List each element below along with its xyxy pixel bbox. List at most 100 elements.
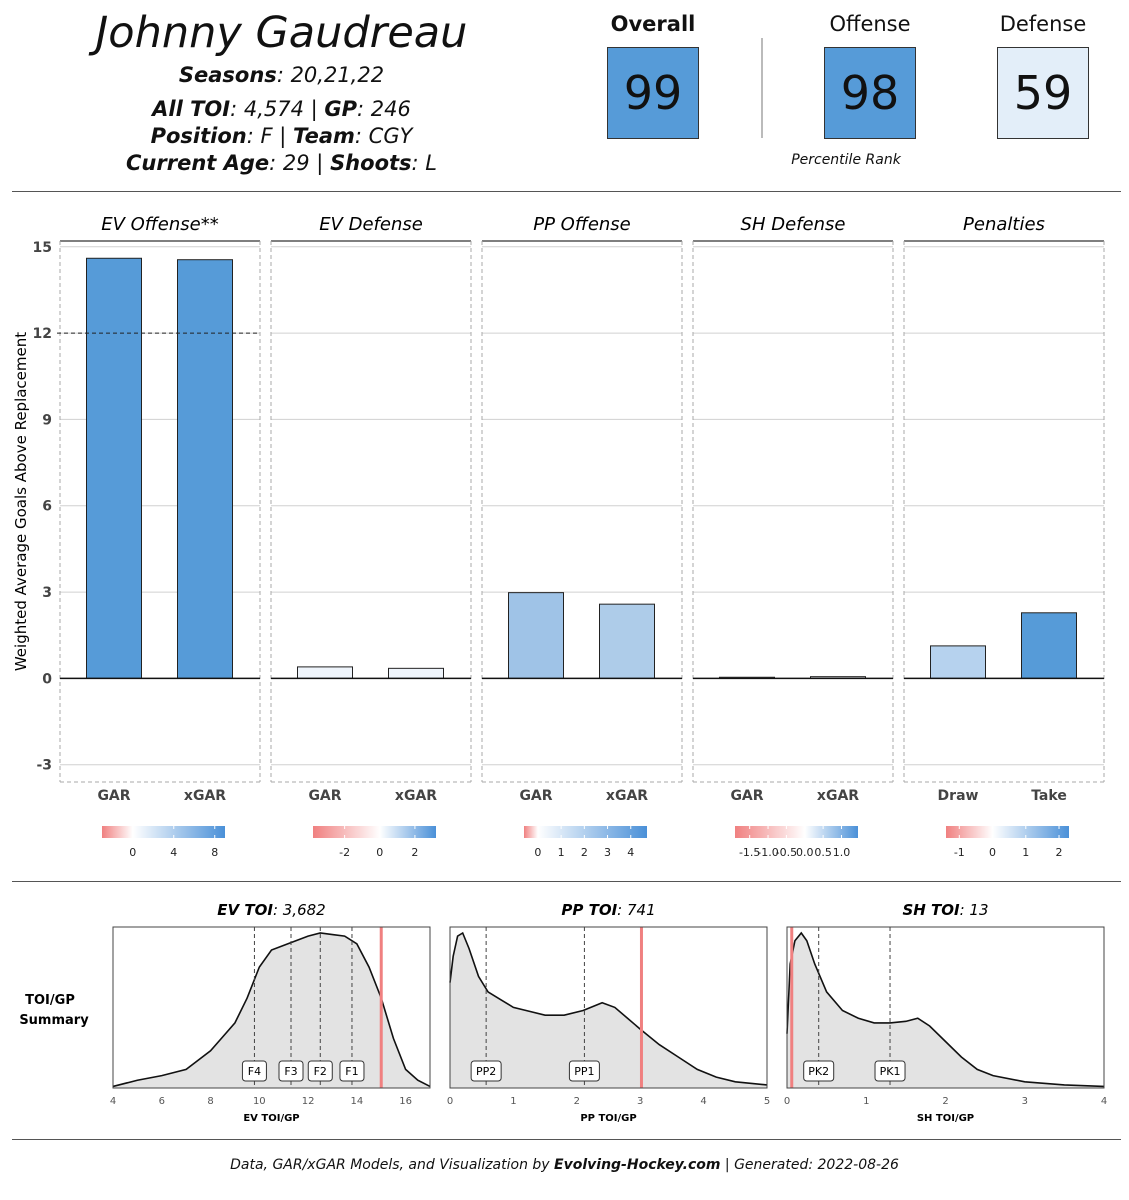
age-shoots-line: Current Age: 29 | Shoots: L xyxy=(0,151,563,175)
legend-tick-label: 2 xyxy=(1056,846,1063,859)
marker-label: F1 xyxy=(345,1065,358,1078)
y-tick-label: 3 xyxy=(42,585,52,601)
facet-panel: SH Defense GAR xGAR -1.5-1.0-0.50.0 0.5 1.0 xyxy=(692,214,894,859)
bar xyxy=(86,257,142,679)
x-category-label: xGAR xyxy=(817,788,859,804)
x-category-label: GAR xyxy=(97,788,130,804)
gp-label: GP xyxy=(324,97,358,121)
position-value: : F | xyxy=(246,124,293,148)
legend-tick-label: -1 xyxy=(954,846,965,859)
team-label: Team xyxy=(292,124,355,148)
x-category-label: GAR xyxy=(308,788,341,804)
legend-tick-label: 1.0 xyxy=(833,846,851,859)
density-line xyxy=(449,931,768,1086)
panel-title: EV TOI: 3,682 xyxy=(217,901,325,919)
legend-tick-label: 0 xyxy=(129,846,136,859)
y-tick-label: 0 xyxy=(42,671,52,687)
facet-panel: EV Defense GAR xGAR -2 0 2 xyxy=(270,214,472,859)
x-axis-label: PP TOI/GP xyxy=(580,1113,636,1124)
color-legend-bar xyxy=(102,826,225,838)
facet-panel: Penalties Draw Take -1 0 1 2 xyxy=(903,214,1105,859)
legend-tick-label: 0 xyxy=(534,846,541,859)
toi-value: : 4,574 | xyxy=(230,97,325,121)
x-tick-label: 0 xyxy=(447,1096,453,1107)
x-tick-label: 8 xyxy=(207,1096,213,1107)
x-tick-label: 3 xyxy=(1022,1096,1028,1107)
footer-text-2: | Generated: 2022-08-26 xyxy=(720,1157,899,1173)
x-tick-label: 0 xyxy=(784,1096,790,1107)
header-divider xyxy=(12,191,1121,192)
marker-label-box xyxy=(803,1060,835,1082)
x-category-label: Take xyxy=(1031,788,1067,804)
bar xyxy=(508,592,564,679)
panel-title-value: : 13 xyxy=(960,901,989,919)
facet-title: EV Offense** xyxy=(101,214,219,235)
x-axis-label: EV TOI/GP xyxy=(243,1113,299,1124)
y-tick-label: 12 xyxy=(33,326,52,342)
color-legend-bar xyxy=(946,826,1069,838)
y-axis-label: Weighted Average Goals Above Replacement xyxy=(12,332,30,671)
shoots-value: : L xyxy=(411,151,437,175)
marker-label-box xyxy=(307,1060,333,1082)
footer-text-1: Data, GAR/xGAR Models, and Visualization… xyxy=(230,1157,555,1173)
bar xyxy=(599,603,655,679)
marker-label-box xyxy=(568,1060,600,1082)
x-category-label: xGAR xyxy=(606,788,648,804)
overall-rank-value: 99 xyxy=(623,66,683,120)
density-area xyxy=(113,933,430,1088)
density-line xyxy=(786,931,1105,1088)
gp-value: : 246 xyxy=(357,97,411,121)
panel-title: PP TOI: 741 xyxy=(561,901,655,919)
panel-title-bold: EV TOI xyxy=(217,901,273,919)
x-tick-label: 3 xyxy=(637,1096,643,1107)
bar xyxy=(388,667,444,679)
toi-label: All TOI xyxy=(152,97,231,121)
toi-gp-line: All TOI: 4,574 | GP: 246 xyxy=(0,97,563,121)
bar xyxy=(1021,612,1077,679)
toi-panel: EV TOI: 3,682 F4 F3 F2 F1 4 6 8 10 12 14 16 EV TOI/G… xyxy=(110,901,431,1124)
x-tick-label: 4 xyxy=(1101,1096,1107,1107)
legend-tick-label: 1 xyxy=(558,846,565,859)
y-tick-label: -3 xyxy=(36,758,52,774)
marker-label: PK2 xyxy=(808,1065,829,1078)
legend-tick-label: 8 xyxy=(211,846,218,859)
panel-border xyxy=(786,926,1105,1089)
x-category-label: GAR xyxy=(730,788,763,804)
position-team-line: Position: F | Team: CGY xyxy=(0,124,563,148)
legend-tick-label: 0.0 xyxy=(796,846,814,859)
chart-divider xyxy=(12,881,1121,882)
legend-tick-label: 4 xyxy=(627,846,634,859)
x-tick-label: 6 xyxy=(159,1096,165,1107)
overall-rank-box: 99 xyxy=(607,47,699,139)
legend-tick-label: -2 xyxy=(339,846,350,859)
facet-panel: PP Offense GAR xGAR 0 1 2 3 4 xyxy=(481,214,683,859)
legend-tick-label: 0.5 xyxy=(814,846,832,859)
legend-tick-label: -1.5 xyxy=(739,846,760,859)
marker-label: PP1 xyxy=(574,1065,594,1078)
x-tick-label: 2 xyxy=(942,1096,948,1107)
bar xyxy=(177,259,233,679)
x-category-label: xGAR xyxy=(184,788,226,804)
density-line xyxy=(112,932,431,1088)
legend-tick-label: -1.0 xyxy=(757,846,778,859)
marker-label-box xyxy=(339,1060,365,1082)
legend-tick-label: 1 xyxy=(1022,846,1029,859)
marker-label-box xyxy=(874,1060,906,1082)
color-legend-bar xyxy=(313,826,436,838)
x-category-label: xGAR xyxy=(395,788,437,804)
x-tick-label: 1 xyxy=(863,1096,869,1107)
toi-panel: SH TOI: 13 PK2 PK1 0 1 2 3 4 SH TOI/GP xyxy=(784,901,1107,1124)
percentile-rank-caption: Percentile Rank xyxy=(791,152,901,168)
seasons-value: : 20,21,22 xyxy=(276,63,385,87)
overall-label: Overall xyxy=(610,12,696,36)
facet-panel: EV Offense** GAR xGAR 0 4 8 xyxy=(57,214,261,859)
defense-rank-box: 59 xyxy=(997,47,1089,139)
color-legend-bar xyxy=(524,826,647,838)
x-axis-label: SH TOI/GP xyxy=(917,1113,974,1124)
footer: Data, GAR/xGAR Models, and Visualization… xyxy=(0,1157,1129,1173)
panel-border xyxy=(449,926,768,1089)
legend-tick-label: 0 xyxy=(376,846,383,859)
panel-title-bold: PP TOI xyxy=(561,901,617,919)
marker-label-box xyxy=(470,1060,502,1082)
